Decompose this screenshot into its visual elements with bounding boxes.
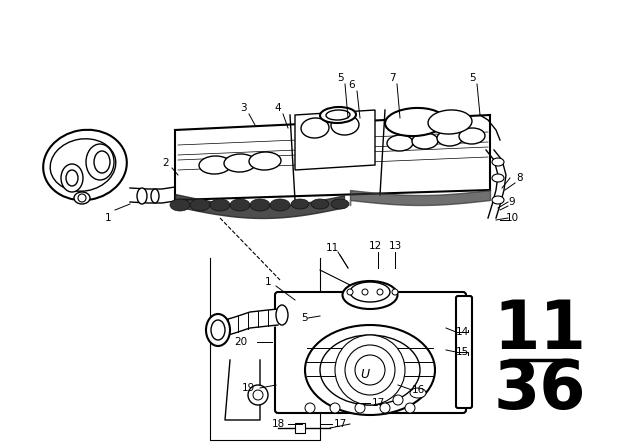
Text: 15: 15 — [456, 347, 468, 357]
Ellipse shape — [250, 199, 270, 211]
Ellipse shape — [331, 115, 359, 135]
Ellipse shape — [66, 170, 78, 186]
Circle shape — [253, 390, 263, 400]
Text: U: U — [360, 369, 369, 382]
Ellipse shape — [86, 144, 114, 180]
Text: 17: 17 — [371, 398, 385, 408]
Ellipse shape — [320, 335, 420, 405]
Ellipse shape — [412, 133, 438, 149]
Circle shape — [355, 403, 365, 413]
Text: 5: 5 — [337, 73, 343, 83]
Ellipse shape — [320, 107, 356, 123]
Circle shape — [305, 403, 315, 413]
Ellipse shape — [301, 118, 329, 138]
Text: 4: 4 — [275, 103, 282, 113]
Ellipse shape — [331, 199, 349, 209]
Text: 36: 36 — [493, 357, 586, 423]
Ellipse shape — [492, 196, 504, 204]
Text: 11: 11 — [325, 243, 339, 253]
Ellipse shape — [230, 199, 250, 211]
Ellipse shape — [326, 110, 350, 120]
Text: 2: 2 — [163, 158, 170, 168]
Text: 13: 13 — [388, 241, 402, 251]
Circle shape — [330, 403, 340, 413]
FancyBboxPatch shape — [456, 296, 472, 408]
Text: 17: 17 — [333, 419, 347, 429]
Ellipse shape — [311, 199, 329, 209]
Ellipse shape — [270, 199, 290, 211]
Ellipse shape — [428, 110, 472, 134]
Text: 8: 8 — [516, 173, 524, 183]
Ellipse shape — [137, 188, 147, 204]
Circle shape — [335, 335, 405, 405]
Circle shape — [393, 395, 403, 405]
Ellipse shape — [50, 139, 116, 191]
Text: 20: 20 — [234, 337, 248, 347]
Text: 12: 12 — [369, 241, 381, 251]
Ellipse shape — [151, 189, 159, 203]
Ellipse shape — [170, 199, 190, 211]
Ellipse shape — [342, 281, 397, 309]
Ellipse shape — [199, 156, 231, 174]
Ellipse shape — [224, 154, 256, 172]
Circle shape — [362, 289, 368, 295]
Text: 10: 10 — [506, 213, 518, 223]
Ellipse shape — [305, 325, 435, 415]
Ellipse shape — [74, 192, 90, 204]
Ellipse shape — [492, 158, 504, 166]
Circle shape — [355, 355, 385, 385]
Circle shape — [347, 289, 353, 295]
Ellipse shape — [350, 282, 390, 302]
FancyBboxPatch shape — [275, 292, 466, 413]
Text: 3: 3 — [240, 103, 246, 113]
Polygon shape — [175, 115, 490, 200]
Circle shape — [392, 289, 398, 295]
Text: 1: 1 — [265, 277, 271, 287]
Ellipse shape — [210, 199, 230, 211]
Ellipse shape — [459, 128, 485, 144]
Circle shape — [377, 289, 383, 295]
Text: 9: 9 — [509, 197, 515, 207]
Text: 5: 5 — [468, 73, 476, 83]
FancyBboxPatch shape — [295, 423, 305, 433]
Circle shape — [405, 403, 415, 413]
Ellipse shape — [385, 108, 445, 136]
Text: 11: 11 — [493, 297, 586, 363]
Text: 5: 5 — [301, 313, 307, 323]
Text: 16: 16 — [412, 385, 424, 395]
Text: 18: 18 — [271, 419, 285, 429]
Ellipse shape — [387, 135, 413, 151]
Ellipse shape — [94, 151, 110, 173]
Ellipse shape — [206, 314, 230, 346]
Ellipse shape — [437, 130, 463, 146]
Circle shape — [345, 345, 395, 395]
Ellipse shape — [492, 174, 504, 182]
Ellipse shape — [61, 164, 83, 192]
Ellipse shape — [291, 199, 309, 209]
Ellipse shape — [190, 199, 210, 211]
Circle shape — [380, 403, 390, 413]
Circle shape — [248, 385, 268, 405]
Text: 19: 19 — [241, 383, 255, 393]
Polygon shape — [295, 110, 375, 170]
Ellipse shape — [276, 305, 288, 325]
Text: 6: 6 — [349, 80, 355, 90]
Text: 1: 1 — [105, 213, 111, 223]
Circle shape — [78, 194, 86, 202]
Ellipse shape — [410, 388, 426, 398]
Text: 14: 14 — [456, 327, 468, 337]
Ellipse shape — [43, 130, 127, 200]
Ellipse shape — [211, 320, 225, 340]
Text: 7: 7 — [388, 73, 396, 83]
Ellipse shape — [249, 152, 281, 170]
